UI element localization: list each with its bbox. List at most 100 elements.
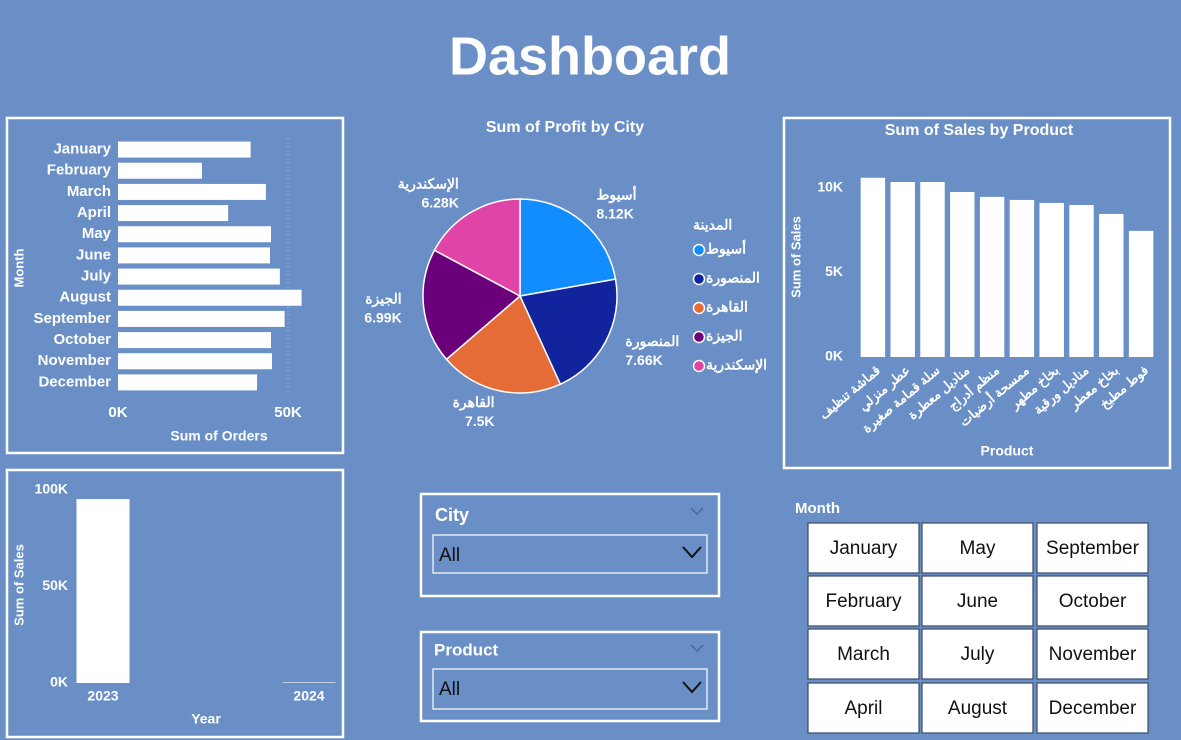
legend-label: أسيوط [706, 239, 746, 258]
legend-label: المنصورة [706, 270, 760, 287]
bar [118, 310, 285, 327]
slicer-label: City [435, 505, 469, 525]
x-tick-label: 50K [274, 404, 302, 421]
slicer-label: Month [795, 500, 840, 517]
month-button-label: October [1059, 591, 1127, 612]
month-button[interactable] [921, 682, 1034, 734]
pie-slice [445, 294, 562, 394]
bar [920, 181, 945, 357]
month-button-label: September [1046, 538, 1140, 559]
slicer-label: Product [434, 640, 499, 659]
y-tick-label: April [77, 204, 111, 221]
pie-slice [422, 249, 522, 361]
data-label-name: القاهرة [453, 394, 495, 411]
data-label: 7.66K [625, 352, 662, 368]
month-button[interactable] [807, 628, 920, 680]
bar [118, 162, 202, 179]
y-axis-label: Sum of Sales [11, 544, 26, 626]
month-button[interactable] [921, 628, 1034, 680]
chevron [682, 546, 702, 559]
y-axis-label: Month [11, 248, 26, 287]
month-button[interactable] [1036, 628, 1149, 680]
dropdown[interactable] [432, 668, 708, 710]
x-axis-label: Product [981, 443, 1034, 459]
dashboard-title: Dashboard [449, 26, 731, 86]
bar [118, 205, 229, 222]
panel [5, 116, 345, 455]
y-tick-label: June [76, 246, 111, 263]
month-button[interactable] [807, 522, 920, 574]
y-tick-label: May [82, 225, 112, 242]
month-button-label: March [837, 644, 890, 665]
y-tick-label: 5K [825, 263, 843, 279]
x-axis-label: Year [191, 711, 221, 727]
legend-label: الجيزة [706, 328, 742, 345]
data-label: 6.99K [364, 310, 401, 326]
bar [118, 183, 266, 200]
x-tick-label: 2023 [87, 688, 118, 704]
y-tick-label: October [53, 331, 111, 348]
y-tick-label: November [38, 352, 112, 369]
y-tick-label: March [67, 183, 111, 200]
legend-title: المدينة [693, 217, 732, 233]
y-tick-label: 0K [50, 674, 68, 690]
pie-slice [433, 198, 521, 298]
y-tick-label: 10K [817, 179, 843, 195]
chevron [682, 681, 702, 694]
month-button[interactable] [921, 522, 1034, 574]
bar [1069, 204, 1094, 357]
data-label-name: المنصورة [625, 333, 679, 350]
bar [1039, 202, 1064, 357]
x-tick-label: 2024 [293, 688, 324, 704]
y-tick-label: 0K [825, 348, 843, 364]
bar [118, 374, 258, 391]
legend-swatch [692, 301, 706, 315]
legend-swatch [692, 330, 706, 344]
bar [118, 332, 271, 349]
chart-title: Sum of Profit by City [486, 119, 644, 136]
month-button[interactable] [1036, 575, 1149, 627]
bar [890, 181, 915, 357]
bar [118, 268, 280, 285]
bar [118, 289, 302, 306]
month-button-label: July [961, 644, 995, 665]
bar [118, 141, 251, 158]
y-tick-label: 100K [35, 481, 68, 497]
chevron [690, 507, 704, 515]
bar [118, 247, 270, 264]
y-axis-label: Sum of Sales [788, 216, 803, 298]
bar [860, 177, 886, 357]
y-tick-label: December [38, 373, 111, 390]
pie-slice [519, 198, 617, 297]
y-tick-label: August [59, 289, 111, 306]
month-button-label: February [825, 591, 902, 612]
chart-title: Sum of Sales by Product [885, 122, 1074, 139]
month-button[interactable] [807, 575, 920, 627]
month-button-label: August [948, 698, 1008, 719]
month-button[interactable] [1036, 682, 1149, 734]
chevron [690, 644, 704, 652]
legend-label: القاهرة [706, 299, 748, 316]
month-button[interactable] [921, 575, 1034, 627]
month-button-label: May [960, 538, 996, 559]
month-button[interactable] [807, 682, 920, 734]
data-label-name: الجيزة [365, 291, 401, 308]
panel [5, 468, 345, 739]
slicer-panel [419, 630, 721, 723]
pie-slice [518, 278, 618, 386]
data-label: 7.5K [465, 413, 495, 429]
month-button[interactable] [1036, 522, 1149, 574]
legend-swatch [692, 243, 706, 257]
month-button-label: April [844, 698, 882, 719]
x-tick-label: 0K [108, 404, 127, 421]
bar [118, 226, 271, 243]
data-label-name: أسيوط [596, 185, 636, 204]
legend-swatch [692, 359, 706, 373]
slicer-panel [419, 492, 721, 598]
month-button-label: June [957, 591, 998, 612]
bar [1128, 230, 1154, 357]
dropdown[interactable] [432, 534, 708, 574]
month-button-label: December [1049, 698, 1137, 719]
y-tick-label: January [53, 141, 111, 158]
